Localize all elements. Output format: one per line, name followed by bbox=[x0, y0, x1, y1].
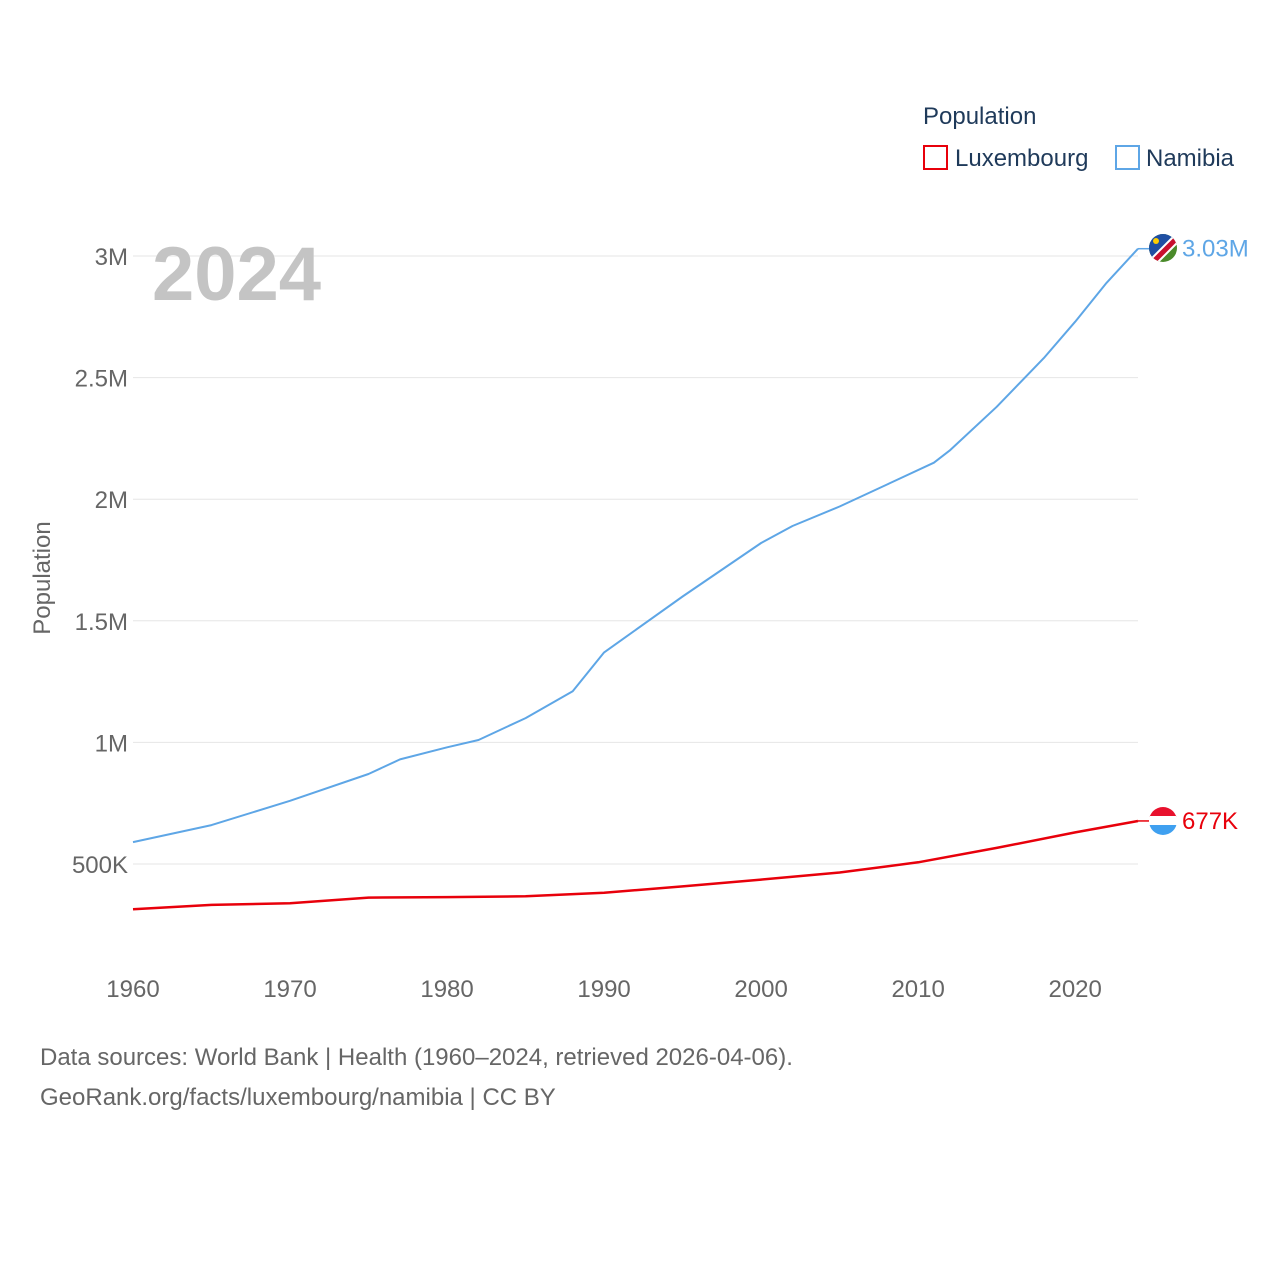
legend-item-luxembourg[interactable]: Luxembourg bbox=[923, 145, 1088, 172]
x-tick-label: 1980 bbox=[420, 976, 473, 1003]
y-axis: 500K 1M 1.5M 2M 2.5M 3M bbox=[72, 244, 128, 879]
series-line-luxembourg[interactable] bbox=[132, 819, 1139, 911]
legend-label-luxembourg: Luxembourg bbox=[955, 145, 1088, 172]
y-tick-label: 1M bbox=[95, 730, 128, 757]
series-line-namibia[interactable] bbox=[132, 248, 1139, 844]
series-lines bbox=[132, 248, 1139, 911]
x-tick-label: 2000 bbox=[734, 976, 787, 1003]
footer-attribution: GeoRank.org/facts/luxembourg/namibia | C… bbox=[40, 1084, 556, 1111]
y-tick-label: 2.5M bbox=[75, 366, 128, 393]
series-end-markers: 677K 3.03M bbox=[1138, 236, 1249, 835]
grid bbox=[133, 255, 1138, 865]
y-tick-label: 500K bbox=[72, 852, 128, 879]
y-axis-title: Population bbox=[29, 521, 56, 634]
end-value-label-namibia: 3.03M bbox=[1182, 236, 1249, 263]
x-axis: 1960 1970 1980 1990 2000 2010 2020 bbox=[106, 976, 1102, 1003]
y-tick-label: 3M bbox=[95, 244, 128, 271]
x-tick-label: 1990 bbox=[577, 976, 630, 1003]
legend-swatch-luxembourg bbox=[923, 145, 948, 170]
legend-label-namibia: Namibia bbox=[1146, 145, 1235, 172]
x-tick-label: 2010 bbox=[891, 976, 944, 1003]
luxembourg-flag-icon bbox=[1149, 807, 1177, 835]
end-value-label-luxembourg: 677K bbox=[1182, 808, 1238, 835]
x-tick-label: 1960 bbox=[106, 976, 159, 1003]
legend-swatch-namibia bbox=[1115, 145, 1140, 170]
year-label: 2024 bbox=[152, 232, 321, 317]
legend-item-namibia[interactable]: Namibia bbox=[1115, 145, 1235, 172]
legend-title: Population bbox=[923, 103, 1036, 130]
legend: Population Luxembourg Namibia bbox=[923, 103, 1235, 172]
x-tick-label: 1970 bbox=[263, 976, 316, 1003]
footer-sources: Data sources: World Bank | Health (1960–… bbox=[40, 1044, 793, 1071]
x-tick-label: 2020 bbox=[1048, 976, 1101, 1003]
y-tick-label: 1.5M bbox=[75, 609, 128, 636]
namibia-flag-icon bbox=[1149, 234, 1177, 262]
y-tick-label: 2M bbox=[95, 487, 128, 514]
